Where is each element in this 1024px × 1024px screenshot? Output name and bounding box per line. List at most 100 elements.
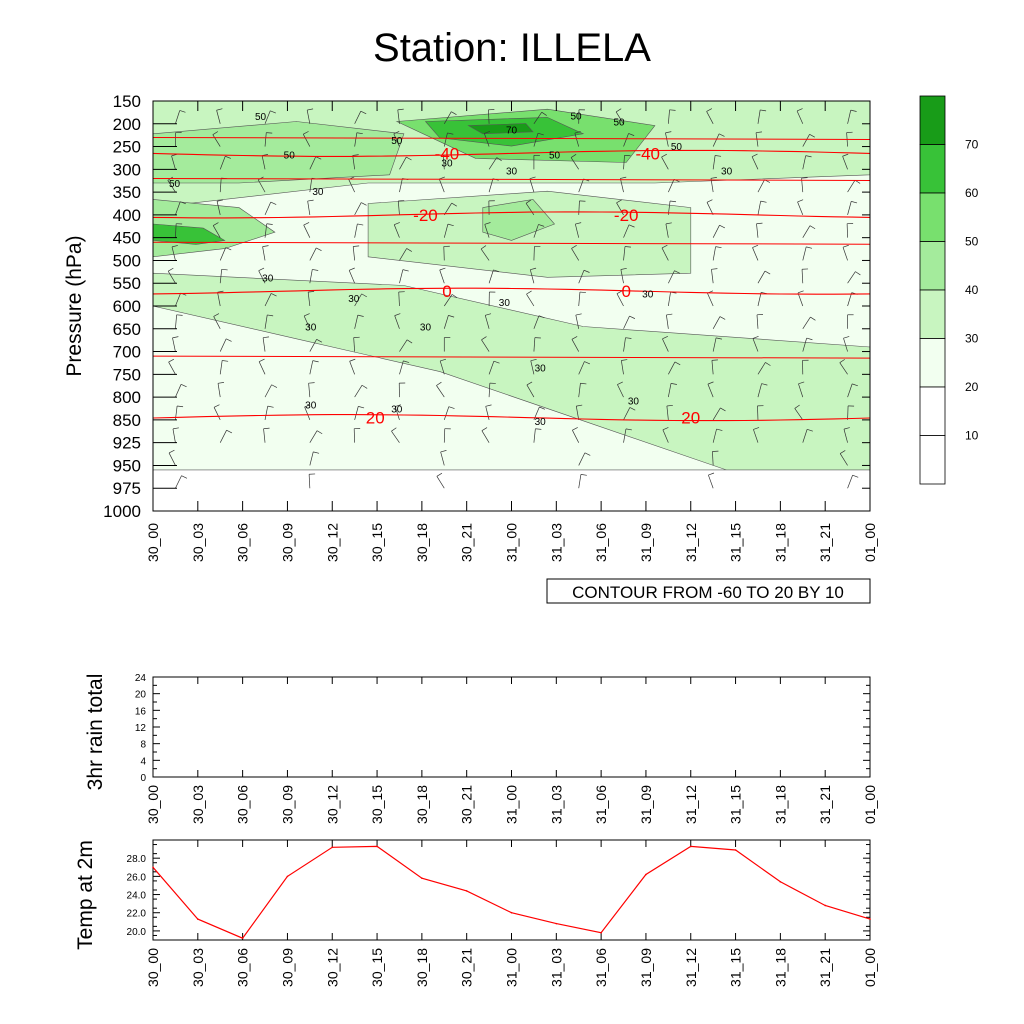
y-tick-label: 600 — [113, 297, 141, 316]
wind-barb — [354, 293, 362, 307]
temperature-contour-label: 20 — [366, 409, 385, 428]
y-tick-label: 12 — [135, 723, 147, 734]
wind-barb-flag — [266, 132, 273, 134]
wind-barb-flag — [572, 427, 578, 431]
wind-barb-flag — [451, 111, 457, 115]
wind-barb — [488, 361, 495, 375]
wind-barb — [212, 225, 221, 238]
wind-barb-flag — [537, 132, 544, 136]
colorbar-label: 50 — [965, 235, 979, 249]
x-tick-label: 30_06 — [235, 785, 251, 824]
wind-barb — [847, 383, 853, 398]
wind-barb-flag — [719, 224, 726, 229]
wind-barb — [802, 225, 811, 238]
wind-barb-flag — [213, 404, 220, 408]
wind-barb-flag — [707, 381, 714, 385]
x-tick-label: 30_09 — [279, 948, 295, 987]
wind-barb — [847, 292, 853, 307]
wind-barb-flag — [485, 313, 492, 316]
wind-barb — [443, 315, 449, 329]
x-tick-label: 30_09 — [279, 523, 295, 562]
wind-barb-flag — [225, 155, 231, 159]
wind-barb — [219, 430, 227, 443]
wind-barb-flag — [216, 199, 223, 202]
y-axis-label: Pressure (hPa) — [63, 235, 86, 376]
wind-barb — [667, 109, 670, 124]
colorbar-bin — [919, 95, 946, 145]
x-tick-label: 31_00 — [504, 523, 520, 562]
wind-barb — [533, 111, 543, 124]
x-tick-label: 31_12 — [683, 785, 699, 824]
y-tick-label: 4 — [140, 756, 146, 767]
wind-barb — [262, 337, 266, 352]
wind-barb-flag — [710, 176, 717, 179]
wind-barb — [309, 360, 314, 375]
wind-barb-flag — [180, 201, 186, 205]
wind-barb — [707, 293, 714, 307]
wind-barb — [167, 271, 176, 284]
wind-barb-flag — [440, 358, 447, 362]
wind-barb — [352, 155, 356, 170]
wind-barb — [213, 407, 221, 421]
wind-contour-label: 70 — [506, 126, 518, 137]
temperature-contour-line — [152, 355, 871, 359]
wind-barb-flag — [843, 336, 850, 339]
wind-contour-label: 50 — [613, 118, 625, 129]
wind-barb-flag — [525, 199, 532, 204]
wind-barb — [440, 451, 445, 466]
wind-barb — [399, 156, 407, 170]
wind-contour-label: 30 — [721, 167, 733, 178]
wind-barb — [167, 180, 176, 193]
wind-barb-flag — [852, 474, 859, 478]
temp-data-point — [824, 904, 826, 907]
wind-barb — [620, 269, 624, 284]
wind-barb-flag — [850, 109, 857, 112]
wind-barb — [483, 133, 490, 147]
wind-barb — [302, 134, 311, 147]
wind-barb-flag — [485, 404, 492, 407]
wind-barb-flag — [628, 224, 635, 228]
wind-barb-flag — [571, 336, 578, 340]
wind-barb-flag — [583, 269, 590, 273]
temp-data-point — [421, 877, 423, 879]
temperature-contour-line — [152, 136, 871, 140]
x-tick-label: 30_00 — [145, 948, 161, 987]
wind-barb-flag — [176, 314, 183, 316]
wind-barb — [175, 314, 177, 329]
shade-band-70-80 — [467, 123, 534, 135]
wind-barb-flag — [225, 338, 232, 342]
rain-frame — [152, 676, 871, 778]
wind-barb — [171, 155, 176, 170]
wind-barb — [261, 155, 266, 170]
wind-barb — [398, 292, 400, 307]
x-tick-label: 31_18 — [772, 523, 788, 562]
wind-barb — [617, 384, 624, 398]
y-tick-label: 20.0 — [127, 927, 147, 938]
temperature-contour-label: -20 — [614, 206, 639, 225]
wind-barb-flag — [674, 361, 681, 366]
y-tick-label: 800 — [113, 388, 141, 407]
wind-barb — [666, 405, 669, 420]
wind-barb-flag — [661, 153, 667, 158]
wind-barb-flag — [711, 359, 718, 361]
wind-barb — [571, 248, 580, 261]
wind-barb-flag — [447, 132, 454, 135]
wind-barb — [397, 109, 400, 124]
wind-barb-flag — [406, 339, 413, 344]
wind-barb — [753, 429, 759, 443]
wind-contour-label: 30 — [420, 323, 432, 334]
wind-barb — [752, 247, 759, 261]
wind-barb-flag — [316, 430, 323, 435]
wind-barb — [308, 474, 311, 489]
wind-barb-flag — [361, 202, 367, 206]
temp-data-point — [555, 922, 558, 925]
wind-barb-flag — [526, 290, 532, 295]
wind-barb — [309, 156, 317, 170]
wind-barb — [309, 339, 317, 352]
wind-contour-label: 30 — [305, 323, 317, 334]
wind-barb-flag — [353, 245, 360, 247]
wind-barb-flag — [529, 176, 536, 180]
wind-barb-flag — [225, 247, 232, 251]
wind-barb — [712, 225, 720, 238]
